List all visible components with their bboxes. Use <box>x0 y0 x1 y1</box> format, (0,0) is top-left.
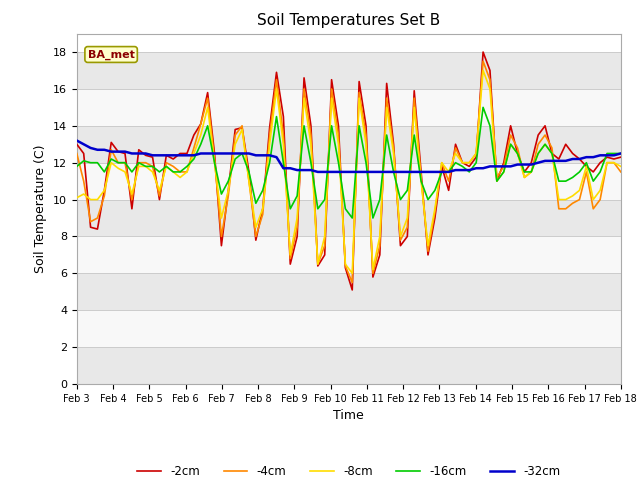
Bar <box>77 237 621 273</box>
Bar <box>77 310 621 347</box>
Legend: -2cm, -4cm, -8cm, -16cm, -32cm: -2cm, -4cm, -8cm, -16cm, -32cm <box>132 461 565 480</box>
Bar <box>77 200 621 237</box>
Bar <box>77 126 621 163</box>
Text: BA_met: BA_met <box>88 49 134 60</box>
Bar <box>77 89 621 126</box>
Bar <box>77 347 621 384</box>
X-axis label: Time: Time <box>333 409 364 422</box>
Y-axis label: Soil Temperature (C): Soil Temperature (C) <box>35 144 47 273</box>
Bar <box>77 273 621 310</box>
Bar <box>77 52 621 89</box>
Bar <box>77 163 621 200</box>
Title: Soil Temperatures Set B: Soil Temperatures Set B <box>257 13 440 28</box>
